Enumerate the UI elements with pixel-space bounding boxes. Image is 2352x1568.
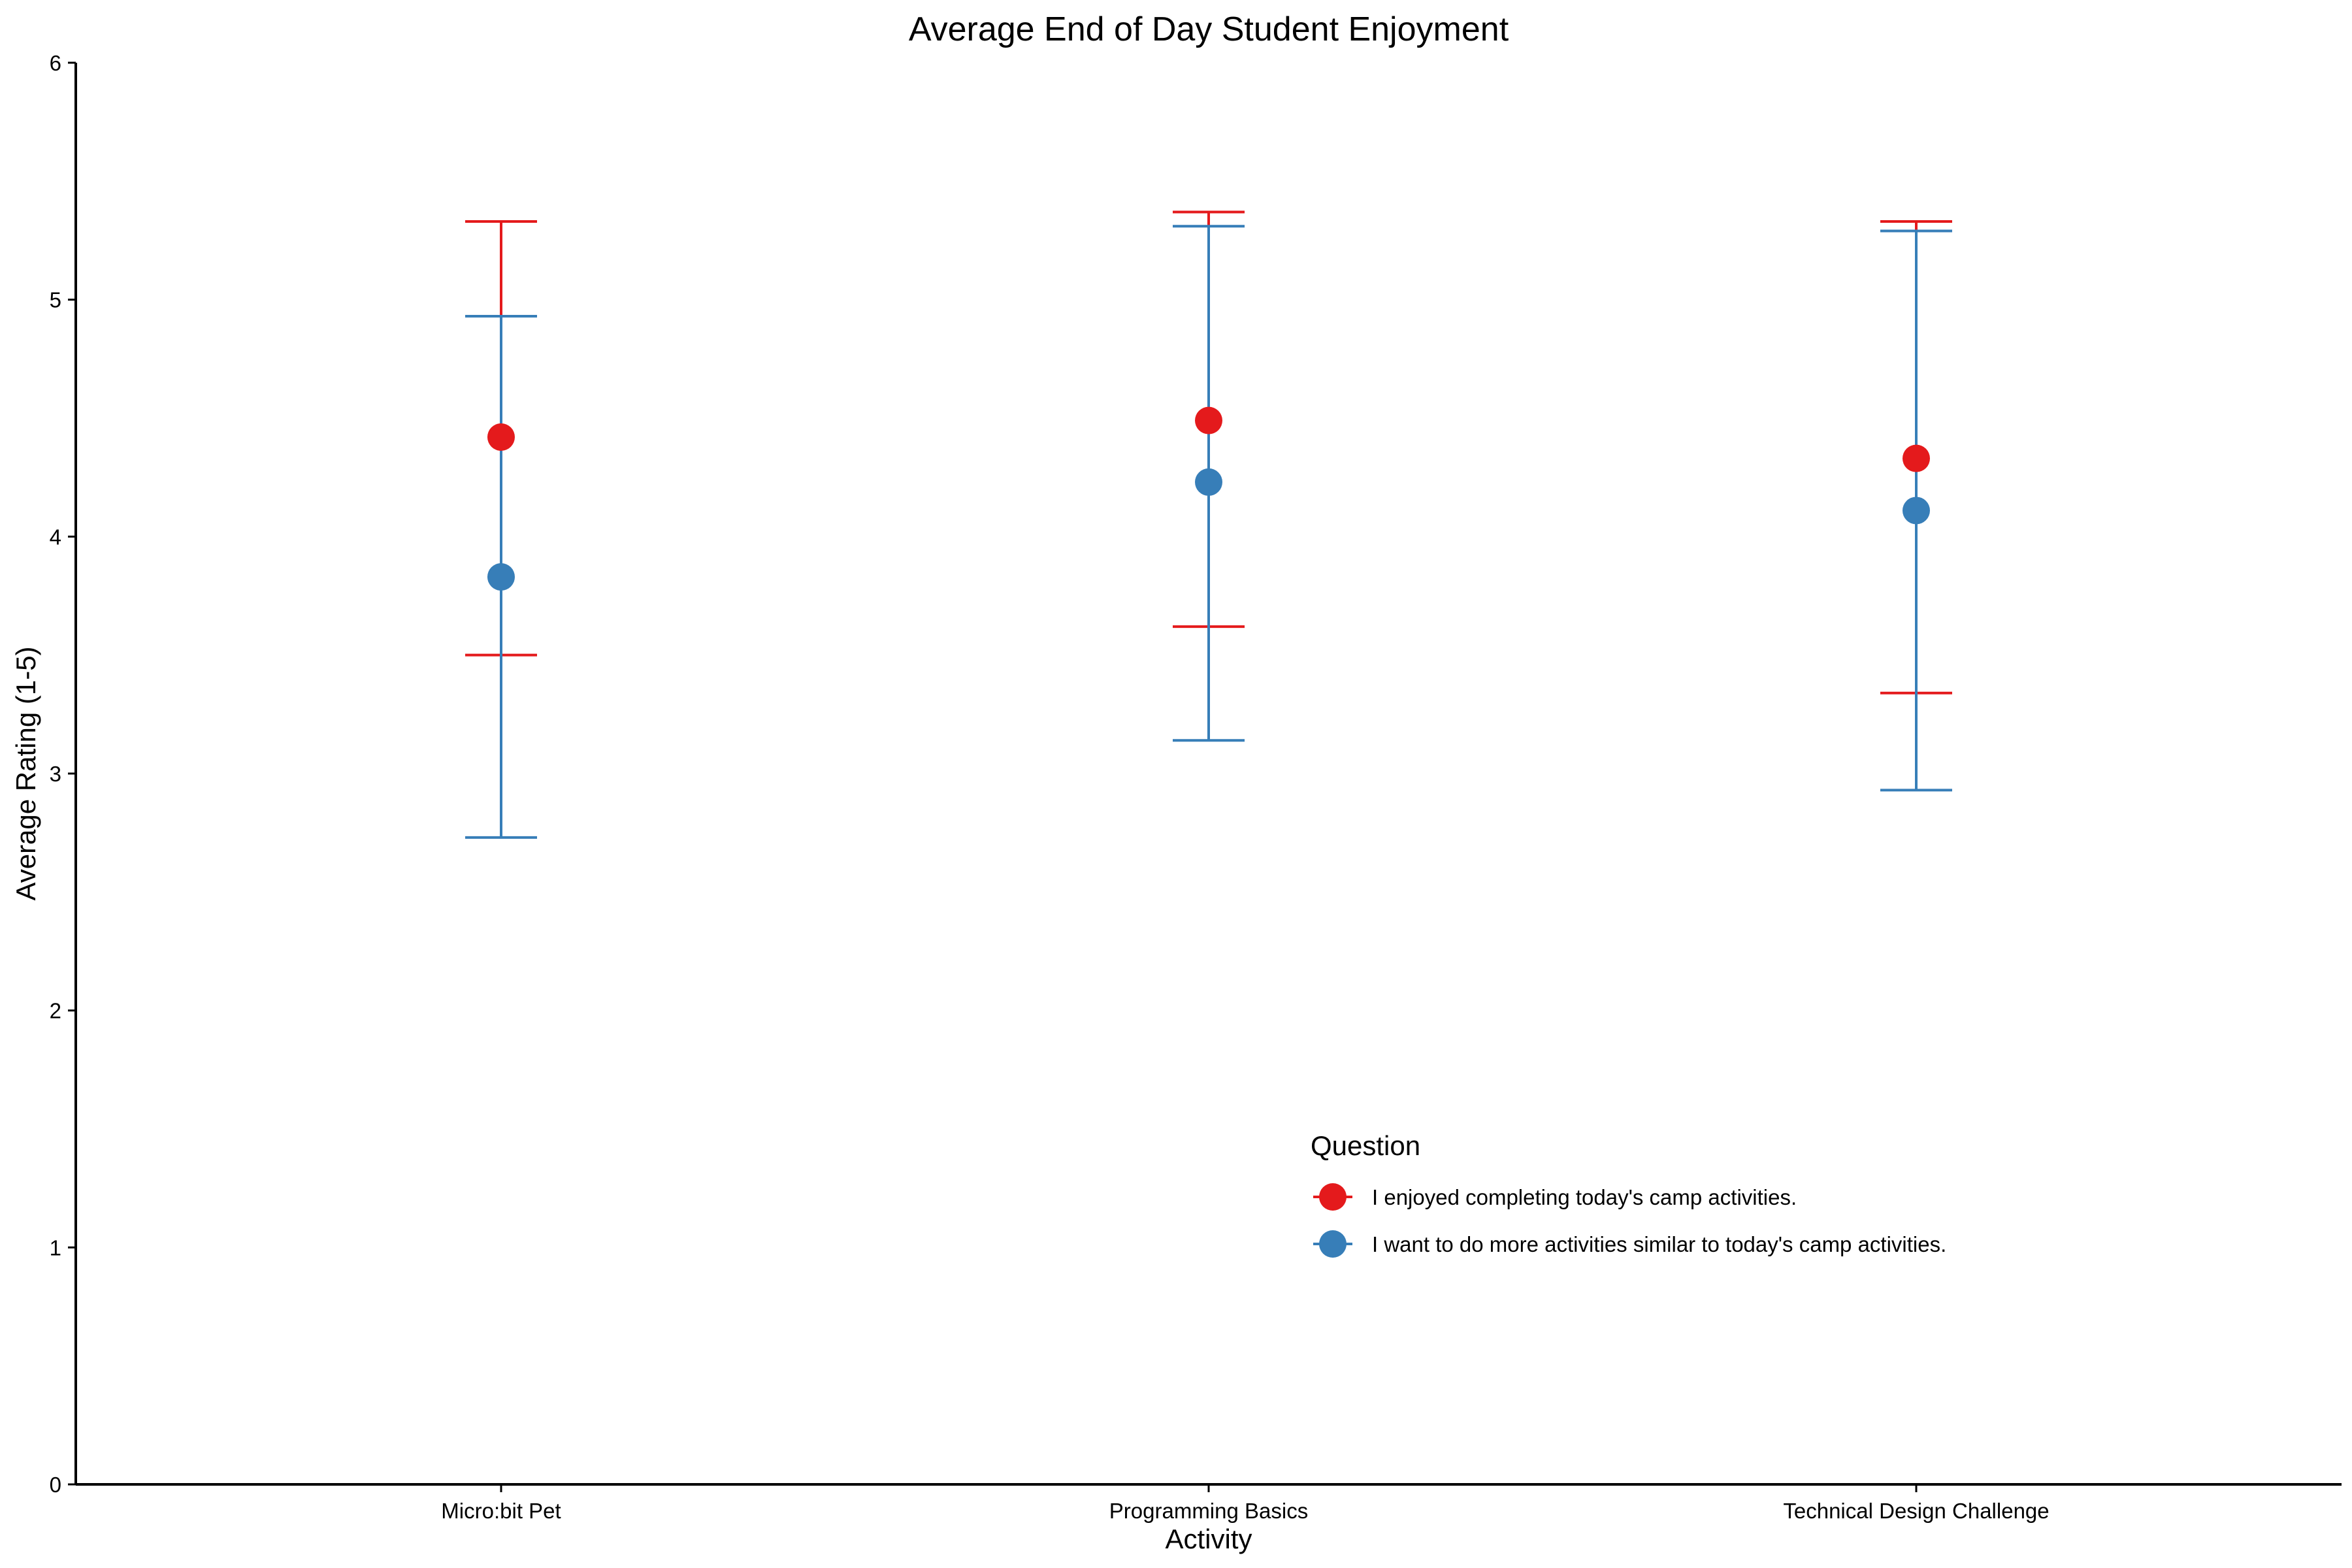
- x-axis-title: Activity: [1165, 1524, 1252, 1554]
- y-tick-label: 5: [50, 288, 61, 312]
- y-tick-label: 3: [50, 762, 61, 786]
- legend-label: I want to do more activities similar to …: [1372, 1232, 1946, 1256]
- x-tick-label: Micro:bit Pet: [441, 1499, 561, 1523]
- data-point: [1195, 468, 1222, 496]
- y-tick-label: 0: [50, 1473, 61, 1497]
- x-tick-label: Technical Design Challenge: [1783, 1499, 2049, 1523]
- x-tick-label: Programming Basics: [1109, 1499, 1308, 1523]
- data-point: [487, 423, 515, 451]
- y-axis-title: Average Rating (1-5): [10, 646, 41, 900]
- data-point: [1903, 444, 1930, 472]
- y-tick-label: 6: [50, 51, 61, 75]
- legend-label: I enjoyed completing today's camp activi…: [1372, 1185, 1797, 1209]
- data-point: [1903, 497, 1930, 525]
- data-point: [487, 563, 515, 591]
- series-2: [465, 225, 1952, 839]
- chart-title: Average End of Day Student Enjoyment: [909, 10, 1509, 48]
- plot-area: [465, 210, 1952, 839]
- legend-items: I enjoyed completing today's camp activi…: [1313, 1183, 1946, 1258]
- y-axis-ticks: 0 1 2 3 4 5 6: [50, 51, 76, 1497]
- series-2-points: [487, 468, 1930, 591]
- x-axis-ticks: Micro:bit Pet Programming Basics Technical…: [441, 1484, 2050, 1523]
- legend-title: Question: [1311, 1130, 1420, 1161]
- data-point: [1195, 406, 1222, 434]
- legend-item: I enjoyed completing today's camp activi…: [1313, 1183, 1797, 1211]
- y-tick-label: 4: [50, 525, 61, 549]
- y-tick-label: 2: [50, 999, 61, 1023]
- legend-key-point: [1319, 1230, 1347, 1258]
- legend-key-point: [1319, 1183, 1347, 1211]
- legend: Question I enjoyed completing today's ca…: [1311, 1130, 1946, 1258]
- legend-item: I want to do more activities similar to …: [1313, 1230, 1946, 1258]
- y-tick-label: 1: [50, 1235, 61, 1260]
- series-1-points: [487, 406, 1930, 472]
